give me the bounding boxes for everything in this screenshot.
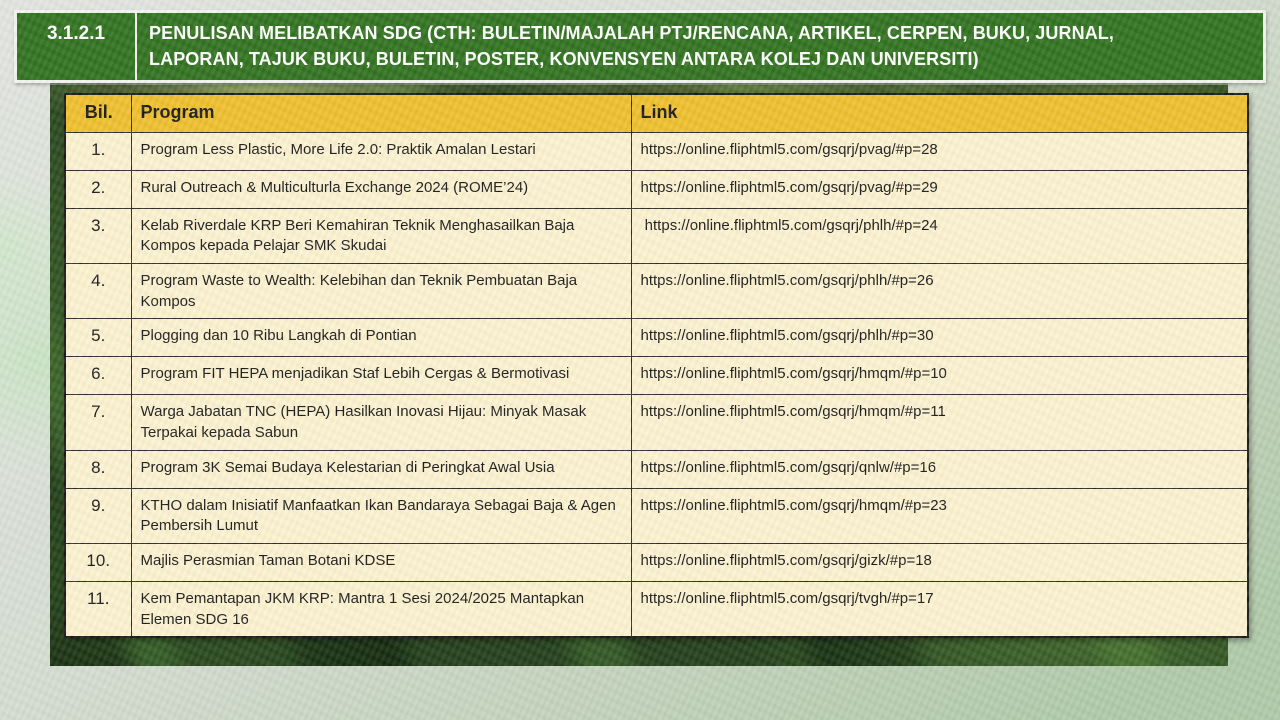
- table-row: 10. Majlis Perasmian Taman Botani KDSE h…: [64, 543, 1249, 582]
- program-link-cell[interactable]: https://online.fliphtml5.com/gsqrj/phlh/…: [630, 262, 1249, 320]
- table-row: 7. Warga Jabatan TNC (HEPA) Hasilkan Ino…: [64, 394, 1249, 451]
- table-row: 1. Program Less Plastic, More Life 2.0: …: [64, 131, 1249, 171]
- program-link-cell[interactable]: https://online.fliphtml5.com/gsqrj/phlh/…: [630, 207, 1249, 264]
- table-row: 5. Plogging dan 10 Ribu Langkah di Ponti…: [64, 318, 1249, 358]
- row-number-cell: 9.: [64, 487, 132, 545]
- program-link-cell[interactable]: https://online.fliphtml5.com/gsqrj/gizk/…: [630, 543, 1249, 582]
- program-link-cell[interactable]: https://online.fliphtml5.com/gsqrj/phlh/…: [630, 318, 1249, 358]
- row-number-cell: 3.: [64, 207, 132, 264]
- program-link-cell[interactable]: https://online.fliphtml5.com/gsqrj/hmqm/…: [630, 356, 1249, 396]
- table-header-row: Bil. Program Link: [64, 93, 1249, 133]
- row-number-cell: 2.: [64, 169, 132, 209]
- table-row: 4. Program Waste to Wealth: Kelebihan da…: [64, 262, 1249, 320]
- program-link-cell[interactable]: https://online.fliphtml5.com/gsqrj/tvgh/…: [630, 581, 1249, 638]
- slide-title: PENULISAN MELIBATKAN SDG (CTH: BULETIN/M…: [149, 23, 1115, 69]
- program-name-cell: Program 3K Semai Budaya Kelestarian di P…: [130, 449, 632, 489]
- row-number-cell: 11.: [64, 581, 132, 638]
- row-number-cell: 10.: [64, 543, 132, 582]
- column-header-program: Program: [130, 93, 632, 133]
- row-number-cell: 1.: [64, 131, 132, 171]
- table-row: 3. Kelab Riverdale KRP Beri Kemahiran Te…: [64, 207, 1249, 264]
- table-row: 9. KTHO dalam Inisiatif Manfaatkan Ikan …: [64, 487, 1249, 545]
- program-link-cell[interactable]: https://online.fliphtml5.com/gsqrj/hmqm/…: [630, 487, 1249, 545]
- program-link-cell[interactable]: https://online.fliphtml5.com/gsqrj/pvag/…: [630, 131, 1249, 171]
- row-number-cell: 7.: [64, 394, 132, 451]
- row-number-cell: 6.: [64, 356, 132, 396]
- row-number-cell: 5.: [64, 318, 132, 358]
- column-header-link: Link: [630, 93, 1249, 133]
- column-header-bil: Bil.: [64, 93, 132, 133]
- program-link-cell[interactable]: https://online.fliphtml5.com/gsqrj/qnlw/…: [630, 449, 1249, 489]
- program-name-cell: Majlis Perasmian Taman Botani KDSE: [130, 543, 632, 582]
- program-name-cell: Kelab Riverdale KRP Beri Kemahiran Tekni…: [130, 207, 632, 264]
- program-name-cell: Warga Jabatan TNC (HEPA) Hasilkan Inovas…: [130, 394, 632, 451]
- table-row: 2. Rural Outreach & Multiculturla Exchan…: [64, 169, 1249, 209]
- program-name-cell: Kem Pemantapan JKM KRP: Mantra 1 Sesi 20…: [130, 581, 632, 638]
- program-link-cell[interactable]: https://online.fliphtml5.com/gsqrj/pvag/…: [630, 169, 1249, 209]
- row-number-cell: 4.: [64, 262, 132, 320]
- program-name-cell: Plogging dan 10 Ribu Langkah di Pontian: [130, 318, 632, 358]
- table-row: 6. Program FIT HEPA menjadikan Staf Lebi…: [64, 356, 1249, 396]
- table-row: 11. Kem Pemantapan JKM KRP: Mantra 1 Ses…: [64, 581, 1249, 638]
- program-name-cell: Program Waste to Wealth: Kelebihan dan T…: [130, 262, 632, 320]
- program-link-cell[interactable]: https://online.fliphtml5.com/gsqrj/hmqm/…: [630, 394, 1249, 451]
- slide-title-bar: 3.1.2.1 PENULISAN MELIBATKAN SDG (CTH: B…: [14, 10, 1266, 83]
- section-number: 3.1.2.1: [17, 13, 137, 80]
- program-name-cell: Program FIT HEPA menjadikan Staf Lebih C…: [130, 356, 632, 396]
- program-name-cell: Program Less Plastic, More Life 2.0: Pra…: [130, 131, 632, 171]
- program-name-cell: KTHO dalam Inisiatif Manfaatkan Ikan Ban…: [130, 487, 632, 545]
- row-number-cell: 8.: [64, 449, 132, 489]
- program-link-table: Bil. Program Link 1. Program Less Plasti…: [64, 93, 1249, 639]
- program-name-cell: Rural Outreach & Multiculturla Exchange …: [130, 169, 632, 209]
- table-row: 8. Program 3K Semai Budaya Kelestarian d…: [64, 449, 1249, 489]
